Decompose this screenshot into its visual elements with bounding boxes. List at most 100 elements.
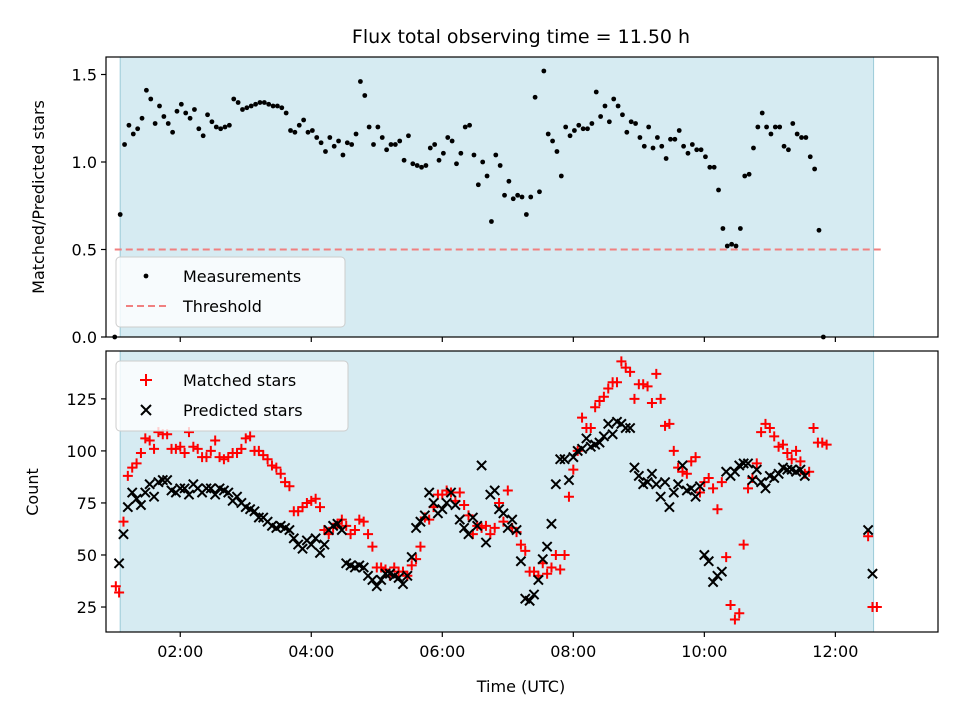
matched-stars-point bbox=[642, 381, 653, 392]
measurement-point bbox=[633, 121, 638, 126]
predicted-stars-point bbox=[659, 476, 671, 488]
predicted-stars-point bbox=[410, 522, 422, 534]
predicted-stars-point bbox=[161, 474, 173, 486]
matched-stars-point bbox=[716, 477, 727, 488]
legend-box bbox=[115, 256, 346, 328]
measurement-point bbox=[314, 135, 320, 140]
matched-stars-point bbox=[301, 497, 312, 508]
matched-stars-point bbox=[110, 581, 121, 592]
legend-box bbox=[115, 360, 349, 432]
x-axis-label: Time (UTC) bbox=[476, 677, 565, 696]
matched-stars-point bbox=[664, 418, 675, 429]
predicted-stars-point bbox=[537, 553, 549, 565]
measurement-point bbox=[336, 138, 341, 144]
measurement-point bbox=[816, 227, 822, 233]
matched-stars-point bbox=[585, 423, 596, 434]
y-tick-label: 125 bbox=[66, 390, 97, 409]
measurement-point bbox=[445, 135, 451, 140]
measurement-point bbox=[794, 131, 800, 137]
measurement-point bbox=[427, 145, 433, 151]
y-tick-label: 100 bbox=[66, 442, 97, 461]
measurement-point bbox=[585, 126, 590, 132]
matched-stars-point bbox=[310, 493, 321, 504]
y-tick-label: 50 bbox=[77, 546, 97, 565]
y-tick-label: 0.0 bbox=[72, 328, 97, 347]
predicted-stars-point bbox=[249, 505, 260, 517]
measurement-point bbox=[580, 126, 586, 132]
predicted-stars-point bbox=[707, 576, 719, 588]
measurement-point bbox=[148, 96, 154, 102]
predicted-stars-point bbox=[113, 558, 125, 569]
predicted-stars-point bbox=[533, 574, 544, 586]
matched-stars-point bbox=[563, 491, 574, 502]
predicted-stars-point bbox=[550, 478, 562, 490]
predicted-stars-point bbox=[703, 555, 715, 567]
measurement-point bbox=[550, 138, 555, 144]
matched-stars-point bbox=[756, 427, 767, 438]
matched-stars-point bbox=[546, 562, 557, 573]
predicted-stars-point bbox=[122, 501, 134, 513]
matched-stars-point bbox=[725, 599, 736, 610]
measurement-point bbox=[759, 110, 765, 116]
measurement-point bbox=[296, 122, 302, 128]
measurement-point bbox=[689, 142, 695, 147]
matched-stars-point bbox=[135, 447, 146, 458]
measurement-point bbox=[720, 226, 726, 231]
measurement-point bbox=[502, 192, 507, 198]
matched-stars-point bbox=[638, 379, 649, 390]
measurement-point bbox=[196, 126, 202, 132]
predicted-stars-point bbox=[655, 491, 666, 503]
measurement-point bbox=[157, 103, 162, 109]
ratio-panel: 0.0 0.5 1.0 1.5 Measurements Threshold bbox=[72, 56, 939, 347]
measurement-point bbox=[654, 135, 660, 140]
predicted-stars-point bbox=[629, 462, 640, 473]
x-tick-label: 10:00 bbox=[681, 642, 727, 661]
measurement-point bbox=[187, 115, 193, 121]
measurement-point bbox=[401, 157, 407, 163]
measurement-point bbox=[170, 129, 176, 135]
measurement-point bbox=[178, 101, 184, 107]
predicted-stars-point bbox=[436, 503, 448, 515]
measurement-point bbox=[226, 122, 232, 128]
measurement-point bbox=[685, 150, 691, 156]
predicted-stars-point bbox=[506, 514, 518, 525]
measurement-point bbox=[305, 129, 311, 135]
predicted-stars-point bbox=[284, 524, 295, 536]
predicted-stars-point bbox=[782, 464, 793, 475]
measurement-point bbox=[244, 105, 250, 111]
predicted-stars-point bbox=[568, 451, 579, 463]
predicted-stars-point bbox=[415, 516, 426, 527]
measurement-point bbox=[475, 182, 481, 188]
predicted-stars-point bbox=[633, 470, 645, 482]
predicted-stars-point bbox=[375, 574, 387, 586]
matched-stars-point bbox=[651, 368, 662, 379]
matched-stars-point bbox=[703, 472, 714, 483]
predicted-stars-point bbox=[576, 443, 588, 455]
measurement-point bbox=[384, 147, 390, 153]
measurement-point bbox=[510, 196, 516, 202]
measurement-point bbox=[737, 226, 743, 231]
measurement-point bbox=[589, 121, 595, 126]
measurement-point bbox=[672, 136, 678, 142]
predicted-stars-point bbox=[755, 476, 767, 488]
predicted-stars-point bbox=[541, 541, 553, 552]
matched-stars-point bbox=[773, 441, 784, 452]
matched-stars-point bbox=[625, 366, 636, 377]
measurement-point bbox=[681, 143, 686, 149]
predicted-stars-point bbox=[528, 589, 540, 600]
predicted-stars-point bbox=[650, 478, 662, 490]
matched-stars-point bbox=[738, 539, 749, 550]
matched-stars-point bbox=[863, 531, 874, 542]
measurement-point bbox=[257, 100, 263, 105]
predicted-stars-point bbox=[126, 487, 138, 498]
matched-stars-point bbox=[262, 454, 273, 465]
matched-stars-point bbox=[729, 614, 740, 625]
measurement-point bbox=[165, 121, 171, 126]
measurement-point bbox=[266, 101, 272, 107]
measurement-point bbox=[755, 124, 761, 130]
legend-label: Threshold bbox=[182, 297, 262, 316]
predicted-stars-point bbox=[554, 453, 566, 465]
y-axis-label-count: Count bbox=[23, 468, 42, 516]
legend-label: Measurements bbox=[183, 267, 301, 286]
measurement-point bbox=[209, 119, 215, 125]
